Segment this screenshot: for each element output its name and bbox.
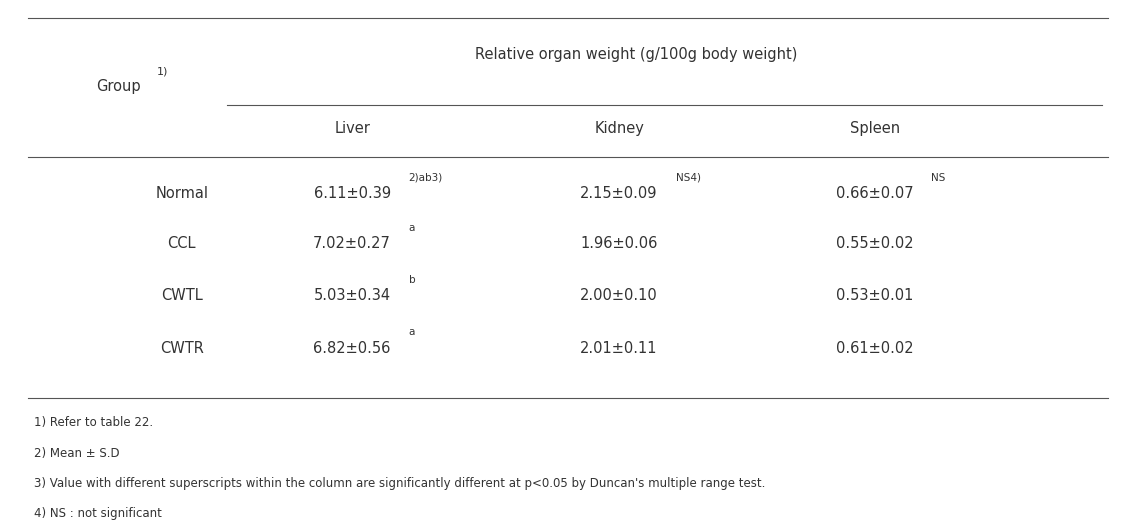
Text: 1) Refer to table 22.: 1) Refer to table 22. xyxy=(34,416,153,429)
Text: 0.53±0.01: 0.53±0.01 xyxy=(836,288,913,303)
Text: Relative organ weight (g/100g body weight): Relative organ weight (g/100g body weigh… xyxy=(475,48,797,62)
Text: NS4): NS4) xyxy=(676,173,701,183)
Text: 0.66±0.07: 0.66±0.07 xyxy=(836,186,913,201)
Text: Liver: Liver xyxy=(334,121,370,136)
Text: a: a xyxy=(409,223,415,233)
Text: 4) NS : not significant: 4) NS : not significant xyxy=(34,507,162,520)
Text: CWTL: CWTL xyxy=(161,288,202,303)
Text: a: a xyxy=(409,328,415,337)
Text: 5.03±0.34: 5.03±0.34 xyxy=(314,288,391,303)
Text: Spleen: Spleen xyxy=(850,121,900,136)
Text: 2) Mean ± S.D: 2) Mean ± S.D xyxy=(34,446,119,460)
Text: Kidney: Kidney xyxy=(594,121,644,136)
Text: 0.61±0.02: 0.61±0.02 xyxy=(836,341,913,356)
Text: Group: Group xyxy=(97,79,141,94)
Text: 2.15±0.09: 2.15±0.09 xyxy=(580,186,658,201)
Text: 2.00±0.10: 2.00±0.10 xyxy=(580,288,658,303)
Text: 6.11±0.39: 6.11±0.39 xyxy=(314,186,391,201)
Text: 0.55±0.02: 0.55±0.02 xyxy=(836,236,913,251)
Text: NS: NS xyxy=(932,173,945,183)
Text: CWTR: CWTR xyxy=(160,341,203,356)
Text: 7.02±0.27: 7.02±0.27 xyxy=(314,236,391,251)
Text: 3) Value with different superscripts within the column are significantly differe: 3) Value with different superscripts wit… xyxy=(34,477,766,490)
Text: 2)ab3): 2)ab3) xyxy=(409,173,443,183)
Text: CCL: CCL xyxy=(167,236,197,251)
Text: 1.96±0.06: 1.96±0.06 xyxy=(580,236,658,251)
Text: 1): 1) xyxy=(157,67,168,77)
Text: 2.01±0.11: 2.01±0.11 xyxy=(580,341,658,356)
Text: 6.82±0.56: 6.82±0.56 xyxy=(314,341,391,356)
Text: b: b xyxy=(409,275,416,285)
Text: Normal: Normal xyxy=(156,186,208,201)
